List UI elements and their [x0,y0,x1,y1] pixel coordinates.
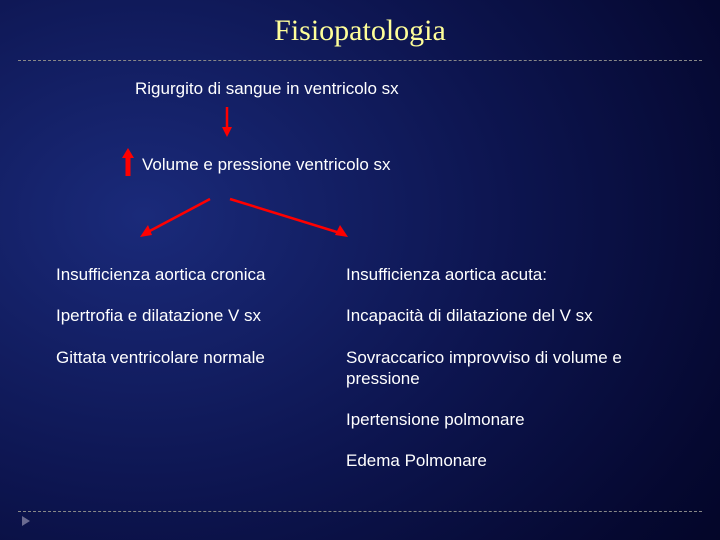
right-item-2: Sovraccarico improvviso di volume e pres… [346,347,680,390]
left-heading: Insufficienza aortica cronica [56,264,326,285]
slide-content: Rigurgito di sangue in ventricolo sx Vol… [0,61,720,472]
bottom-divider [18,511,702,512]
branch-arrows-icon [140,195,700,246]
left-item-1: Ipertrofia e dilatazione V sx [56,305,326,326]
arrow-up-icon [120,148,136,181]
right-item-4: Edema Polmonare [346,450,680,471]
right-column-continued: Ipertensione polmonare Edema Polmonare [346,409,680,472]
right-item-1: Incapacità di dilatazione del V sx [346,305,680,326]
right-item-3: Ipertensione polmonare [346,409,680,430]
slide-title: Fisiopatologia [0,0,720,60]
left-item-2: Gittata ventricolare normale [56,347,326,390]
flow-step-2-row: Volume e pressione ventricolo sx [120,148,700,181]
arrow-down-icon [220,107,700,142]
flow-step-2: Volume e pressione ventricolo sx [142,155,391,175]
corner-marker-icon [22,516,30,526]
right-heading: Insufficienza aortica acuta: [346,264,680,285]
two-column-grid: Insufficienza aortica cronica Insufficie… [56,264,680,389]
flow-step-1: Rigurgito di sangue in ventricolo sx [135,79,700,99]
